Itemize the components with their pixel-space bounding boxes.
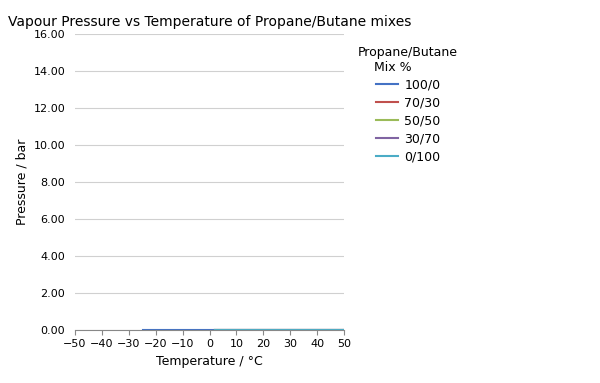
70/30	[212, 327, 219, 332]
0/100	[331, 327, 338, 332]
50/50	[220, 327, 227, 332]
100/0	[184, 327, 191, 332]
30/70	[220, 327, 227, 332]
0/100	[341, 327, 348, 332]
70/30	[232, 327, 239, 332]
70/30	[256, 327, 263, 332]
30/70	[232, 327, 239, 332]
Y-axis label: Pressure / bar: Pressure / bar	[15, 139, 28, 225]
30/70	[297, 327, 304, 332]
30/70	[212, 327, 219, 332]
50/50	[232, 327, 239, 332]
50/50	[212, 327, 219, 332]
100/0	[320, 327, 327, 332]
70/30	[331, 327, 338, 332]
50/50	[217, 327, 224, 332]
70/30	[217, 327, 224, 332]
0/100	[220, 327, 227, 332]
100/0	[243, 327, 250, 332]
0/100	[232, 327, 239, 332]
50/50	[341, 327, 348, 332]
50/50	[297, 327, 304, 332]
30/70	[217, 327, 224, 332]
100/0	[139, 327, 146, 332]
Title: Vapour Pressure vs Temperature of Propane/Butane mixes: Vapour Pressure vs Temperature of Propan…	[8, 15, 411, 29]
30/70	[341, 327, 348, 332]
100/0	[154, 327, 161, 332]
50/50	[256, 327, 263, 332]
100/0	[255, 327, 262, 332]
30/70	[256, 327, 263, 332]
X-axis label: Temperature / °C: Temperature / °C	[156, 355, 263, 368]
0/100	[256, 327, 263, 332]
70/30	[341, 327, 348, 332]
50/50	[331, 327, 338, 332]
70/30	[297, 327, 304, 332]
100/0	[341, 327, 348, 332]
0/100	[217, 327, 224, 332]
30/70	[331, 327, 338, 332]
0/100	[297, 327, 304, 332]
100/0	[170, 327, 178, 332]
Legend: 100/0, 70/30, 50/50, 30/70, 0/100: 100/0, 70/30, 50/50, 30/70, 0/100	[353, 41, 463, 169]
70/30	[220, 327, 227, 332]
0/100	[212, 327, 219, 332]
